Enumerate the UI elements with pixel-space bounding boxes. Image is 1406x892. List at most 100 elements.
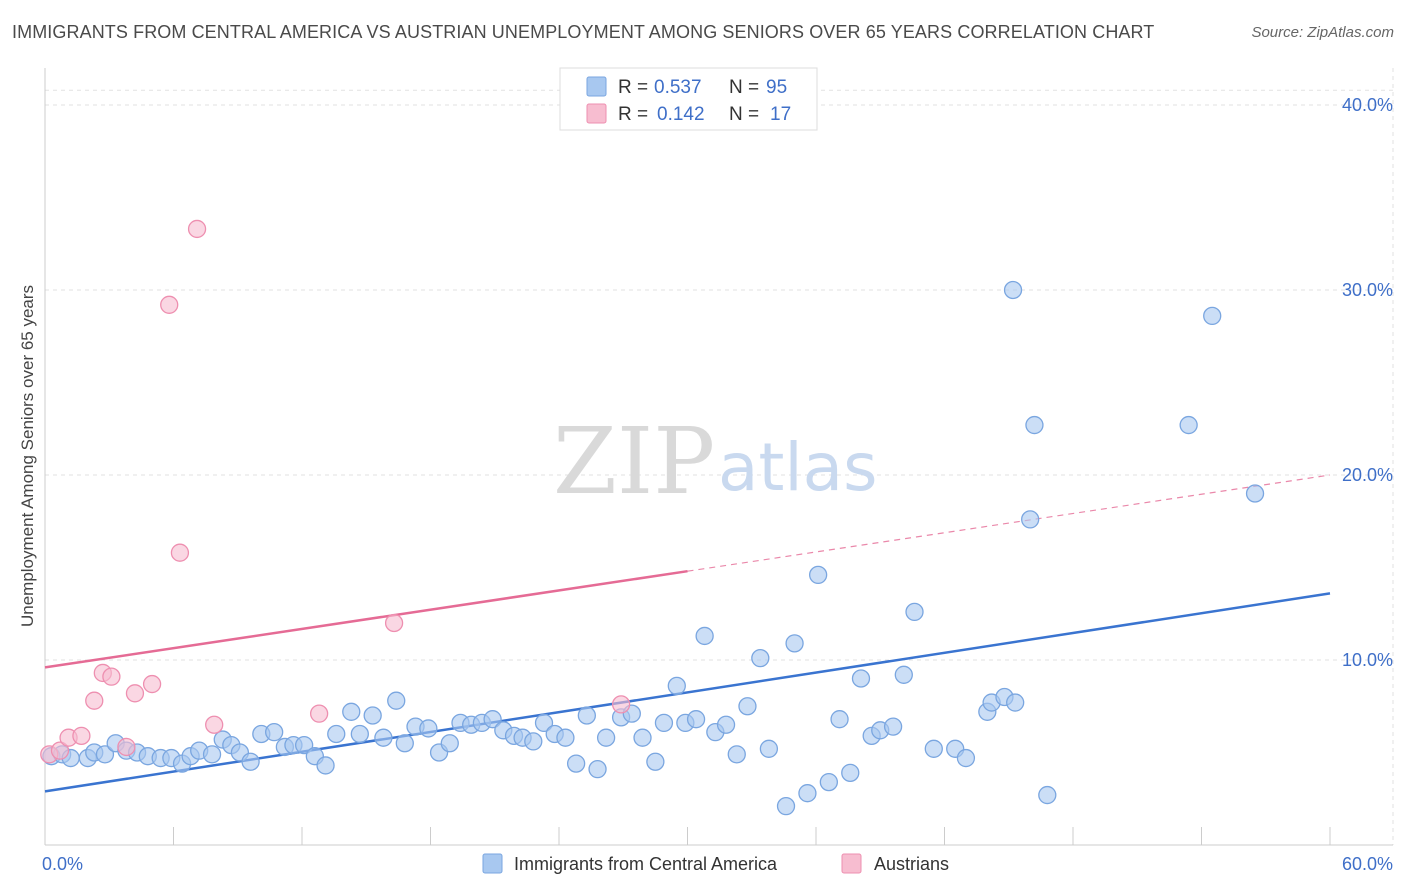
point-immigrants <box>1025 415 1044 435</box>
y-tick-labels: 10.0% 20.0% 30.0% 40.0% <box>1342 95 1393 670</box>
point-austrians <box>170 543 190 562</box>
point-immigrants <box>395 734 414 753</box>
point-immigrants <box>566 754 586 773</box>
trendline-austrians <box>44 569 688 669</box>
point-immigrants <box>1179 415 1198 435</box>
point-immigrants <box>759 739 779 758</box>
point-immigrants <box>654 713 674 733</box>
legend: R = 0.537 N = 95 R = 0.142 N = 17 <box>559 67 818 131</box>
point-immigrants <box>716 715 736 734</box>
point-austrians <box>611 695 631 714</box>
point-immigrants <box>588 760 607 779</box>
point-immigrants <box>596 728 616 747</box>
bottom-legend-swatch-blue <box>482 853 503 874</box>
x-tick-label: 0.0% <box>42 854 83 874</box>
y-axis-label: Unemployment Among Seniors over 65 years <box>18 285 37 627</box>
legend-n-label: N = <box>729 77 759 98</box>
point-immigrants <box>202 745 222 764</box>
point-austrians <box>72 726 91 745</box>
y-tick-label: 20.0% <box>1342 465 1393 485</box>
point-immigrants <box>776 797 796 816</box>
point-immigrants <box>686 710 706 729</box>
watermark-atlas: atlas <box>718 429 878 506</box>
point-austrians <box>384 613 404 633</box>
legend-r-label: R = <box>618 77 648 98</box>
legend-n-value: 17 <box>770 104 791 125</box>
point-immigrants <box>1245 484 1265 503</box>
point-immigrants <box>1203 306 1222 326</box>
y-tick-label: 30.0% <box>1342 280 1393 300</box>
point-immigrants <box>798 784 817 803</box>
point-austrians <box>102 667 121 686</box>
point-immigrants <box>95 745 115 764</box>
point-immigrants <box>327 724 346 744</box>
point-immigrants <box>841 763 860 782</box>
point-immigrants <box>350 724 369 744</box>
point-immigrants <box>387 691 406 710</box>
point-immigrants <box>241 752 260 771</box>
point-immigrants <box>851 669 871 688</box>
point-immigrants <box>419 719 438 738</box>
point-immigrants <box>1003 280 1023 300</box>
point-immigrants <box>785 634 804 653</box>
bottom-legend-label-austrians: Austrians <box>874 854 949 874</box>
point-immigrants <box>577 706 596 725</box>
watermark-zip: ZIP <box>553 408 715 515</box>
point-immigrants <box>1038 785 1057 805</box>
point-immigrants <box>524 732 543 751</box>
point-austrians <box>125 684 145 703</box>
data-points <box>40 219 1265 816</box>
point-immigrants <box>556 728 575 747</box>
trendlines <box>44 474 1331 793</box>
chart-title: IMMIGRANTS FROM CENTRAL AMERICA VS AUSTR… <box>12 22 1155 42</box>
point-austrians <box>117 737 136 757</box>
point-immigrants <box>534 713 554 733</box>
bottom-legend-swatch-pink <box>841 853 862 874</box>
y-tick-label: 40.0% <box>1342 95 1393 115</box>
point-immigrants <box>265 723 284 742</box>
point-austrians <box>85 691 104 710</box>
point-immigrants <box>363 706 382 725</box>
point-immigrants <box>1006 693 1025 712</box>
bottom-legend-label-immigrants: Immigrants from Central America <box>514 854 778 874</box>
point-immigrants <box>374 728 393 747</box>
axes <box>44 68 1393 846</box>
legend-row-1: R = 0.537 N = 95 <box>586 76 787 98</box>
legend-n-value: 95 <box>766 77 787 98</box>
point-immigrants <box>294 735 314 755</box>
legend-r-value: 0.142 <box>657 104 705 125</box>
legend-r-label: R = <box>618 104 648 125</box>
point-immigrants <box>819 772 838 792</box>
point-immigrants <box>883 717 903 736</box>
point-immigrants <box>956 748 976 768</box>
point-immigrants <box>830 710 849 729</box>
legend-row-2: R = 0.142 N = 17 <box>586 103 791 125</box>
point-immigrants <box>695 626 714 646</box>
x-tick-labels: 0.0% 60.0% <box>42 854 1393 874</box>
chart-source: Source: ZipAtlas.com <box>1251 24 1394 41</box>
point-immigrants <box>440 734 459 753</box>
point-immigrants <box>924 739 943 758</box>
point-immigrants <box>1021 510 1040 529</box>
point-austrians <box>187 219 207 239</box>
point-immigrants <box>316 756 335 775</box>
bottom-legend: Immigrants from Central America Austrian… <box>482 853 949 874</box>
y-tick-label: 10.0% <box>1342 650 1393 670</box>
point-austrians <box>50 741 70 760</box>
grid-lines <box>45 68 1394 845</box>
point-immigrants <box>342 702 361 721</box>
point-austrians <box>205 715 224 734</box>
watermark: ZIP atlas <box>553 408 878 515</box>
point-immigrants <box>646 752 665 771</box>
point-austrians <box>309 704 329 723</box>
point-immigrants <box>667 676 686 696</box>
legend-swatch-blue <box>586 76 607 97</box>
point-immigrants <box>483 710 502 729</box>
point-immigrants <box>738 697 757 716</box>
trendline-immigrants <box>44 592 1331 793</box>
point-austrians <box>160 295 179 314</box>
point-immigrants <box>727 745 746 764</box>
point-immigrants <box>751 649 770 668</box>
legend-r-value: 0.537 <box>654 77 702 98</box>
